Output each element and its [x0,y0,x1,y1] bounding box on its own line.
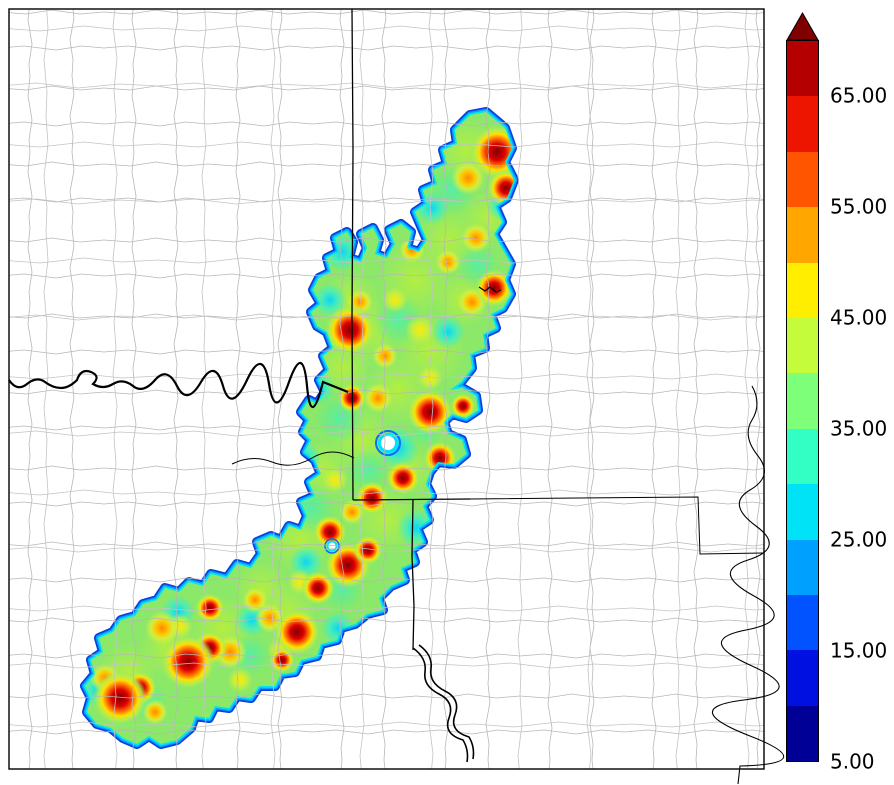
state-border-vertical-west [351,8,354,501]
river-west [8,361,349,409]
colorbar-segment [787,484,818,540]
county-boundaries-layer [9,9,764,769]
colorbar-segment [787,96,818,152]
colorbar-tick-label: 5.00 [830,749,875,774]
colorbar-segment [787,373,818,429]
colorbar: 65.00 55.00 45.00 35.00 25.00 15.00 5.00 [786,12,894,776]
colorbar-segment [787,594,818,651]
colorbar-tick-label: 65.00 [830,83,888,108]
colorbar-tick-label: 35.00 [830,416,888,441]
colorbar-segment [787,428,818,485]
state-borders-layer [351,8,765,651]
colorbar-tick-label: 15.00 [830,638,888,663]
colorbar-tick-label: 25.00 [830,527,888,552]
river-southeast [412,647,469,763]
colorbar-segment [787,650,818,706]
colorbar-segment [787,317,818,374]
colorbar-bar [786,40,819,762]
colorbar-segment [787,41,818,97]
stream-squiggle [478,286,502,293]
colorbar-tick-label: 55.00 [830,194,888,219]
colorbar-tick-label: 45.00 [830,305,888,330]
colorbar-segment [787,262,818,318]
state-border-horizontal [352,498,471,501]
river-small [231,451,355,466]
colorbar-segment [787,207,818,263]
state-border-vertical-south [411,499,415,651]
colorbar-segment [787,539,818,595]
colorbar-segment [787,705,818,762]
colorbar-segment [787,151,818,208]
rivers-layer [8,286,785,785]
state-border-horizontal-east [469,496,765,555]
plot-border [8,8,765,770]
colorbar-arrow-icon [786,12,819,40]
river-east [711,385,785,785]
colorbar-extend-arrow [786,12,819,40]
